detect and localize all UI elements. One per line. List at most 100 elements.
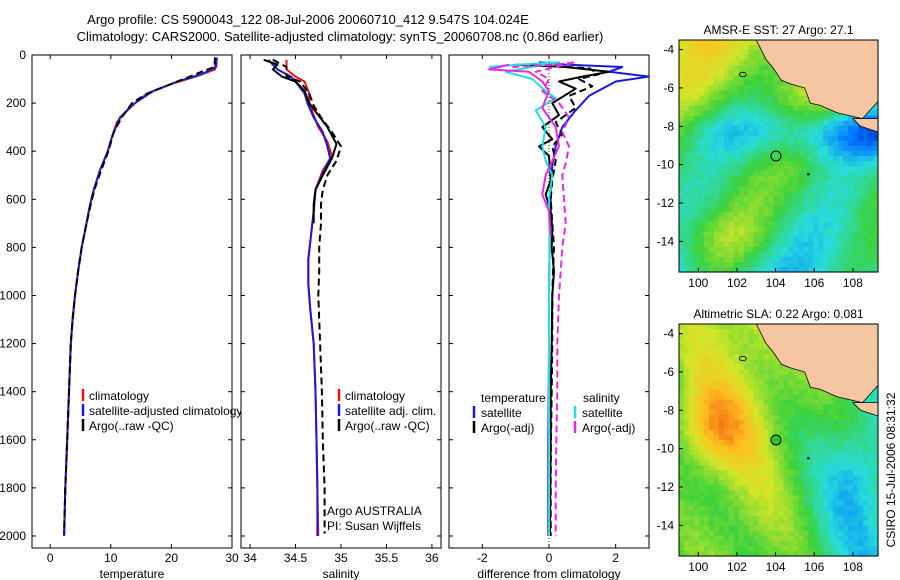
map_sst-cell xyxy=(723,256,730,263)
map_sst-cell xyxy=(778,161,785,167)
map_sst-cell xyxy=(748,100,755,107)
map_sla-cell xyxy=(683,339,690,345)
map_sst-cell xyxy=(843,251,849,258)
map_sst-cell xyxy=(748,110,755,117)
map_sst-cell xyxy=(853,166,859,172)
map_sst-cell xyxy=(763,251,770,258)
map_sla-cell xyxy=(788,450,795,456)
map_sla-cell xyxy=(848,434,854,441)
map_sla-cell xyxy=(733,465,740,471)
map_sla-cell xyxy=(723,475,730,481)
map_sla-cell xyxy=(798,455,804,461)
map_sst-cell xyxy=(788,196,795,202)
map_sla-cell xyxy=(708,364,715,370)
map_sst-cell xyxy=(703,196,710,202)
map_sla-cell xyxy=(698,440,705,446)
map_sst-cell xyxy=(833,150,839,157)
map_sla-cell xyxy=(698,329,705,335)
panel_temperature-ytick-label: 1600 xyxy=(0,433,26,447)
map_sst-cell xyxy=(793,110,799,117)
map_sla-cell xyxy=(698,545,705,552)
map_sla-cell xyxy=(683,384,690,391)
map_sst-cell xyxy=(758,246,765,253)
map_sst-cell xyxy=(853,130,859,137)
map_sst-cell xyxy=(753,45,760,51)
map_sst-cell xyxy=(778,90,785,97)
map_sst-cell xyxy=(753,120,760,127)
map_sla-cell xyxy=(813,550,819,557)
map_sst-cell xyxy=(688,150,695,157)
map_sst-cell xyxy=(778,181,785,187)
map_sla-xtick-label: 108 xyxy=(843,560,863,574)
map_sla-cell xyxy=(718,349,725,355)
map_sla-cell xyxy=(703,440,710,446)
map_sst-cell xyxy=(703,231,710,238)
map_sla-cell xyxy=(788,394,795,401)
map_sst-cell xyxy=(773,236,780,243)
map_sla-cell xyxy=(753,434,760,441)
map_sla-cell xyxy=(838,535,844,542)
map_sst-cell xyxy=(863,125,869,132)
map_sla-cell xyxy=(743,409,750,416)
map_sst-cell xyxy=(688,171,695,177)
map_sst-cell xyxy=(778,211,785,218)
map_sst-cell xyxy=(733,241,740,248)
map_sst-cell xyxy=(798,135,804,142)
map_sla-cell xyxy=(783,520,790,527)
map_sst-cell xyxy=(723,176,730,182)
map_sla-cell xyxy=(778,515,785,522)
map_sla-cell xyxy=(783,490,790,497)
map_sst-cell xyxy=(733,50,740,56)
map_sla-cell xyxy=(823,434,829,441)
map_sst-cell xyxy=(679,140,685,147)
map_sst-cell xyxy=(823,206,829,213)
map_sla-cell xyxy=(828,515,834,522)
map_sst-cell xyxy=(718,45,725,51)
map_sla-cell xyxy=(683,369,690,376)
map_sla-cell xyxy=(728,369,735,376)
map_sla-cell xyxy=(778,535,785,542)
map_sla-cell xyxy=(858,510,864,517)
map_sla-cell xyxy=(758,470,765,476)
map_sst-cell xyxy=(743,166,750,172)
map_sst-cell xyxy=(788,246,795,253)
panel_difference-xtick-label: 0 xyxy=(546,551,553,565)
map_sla-cell xyxy=(778,389,785,396)
map_sla-cell xyxy=(728,424,735,431)
map_sst-cell xyxy=(748,196,755,202)
map_sst-cell xyxy=(868,221,874,228)
map_sst-cell xyxy=(708,100,715,107)
panel_difference-xtick-label: -2 xyxy=(477,551,488,565)
map_sla-cell xyxy=(778,500,785,507)
panel_salinity-xtick-label: 35 xyxy=(334,551,348,565)
map_sla-cell xyxy=(703,500,710,507)
map_sst-cell xyxy=(798,110,804,117)
map_sla-cell xyxy=(813,465,819,471)
map_sst-cell xyxy=(768,201,775,208)
map_sla-cell xyxy=(868,394,874,401)
map_sst-cell xyxy=(728,70,735,76)
map_sla-cell xyxy=(808,505,814,512)
map_sla-cell xyxy=(758,424,765,431)
map_sst-cell xyxy=(718,150,725,157)
map_sla-cell xyxy=(858,495,864,502)
map_sst-cell xyxy=(868,236,874,243)
map_sla-cell xyxy=(713,525,720,532)
map_sla-cell xyxy=(733,535,740,542)
map_sla-cell xyxy=(843,440,849,446)
map_sst-cell xyxy=(848,191,854,197)
map_sla-cell xyxy=(853,535,859,542)
map_sst-cell xyxy=(868,171,874,177)
map_sst-cell xyxy=(688,95,695,102)
map_sla-cell xyxy=(763,470,770,476)
map_sla-cell xyxy=(843,490,849,497)
map_sst-cell xyxy=(679,261,685,268)
map_sla-cell xyxy=(853,414,859,421)
map_sla-cell xyxy=(803,424,809,431)
map_sla-cell xyxy=(733,520,740,527)
map_sla-cell xyxy=(803,495,809,502)
map_sla-cell xyxy=(868,515,874,522)
map_sla-cell xyxy=(753,490,760,497)
map_sla-cell xyxy=(823,500,829,507)
map_sla-cell xyxy=(703,495,710,502)
